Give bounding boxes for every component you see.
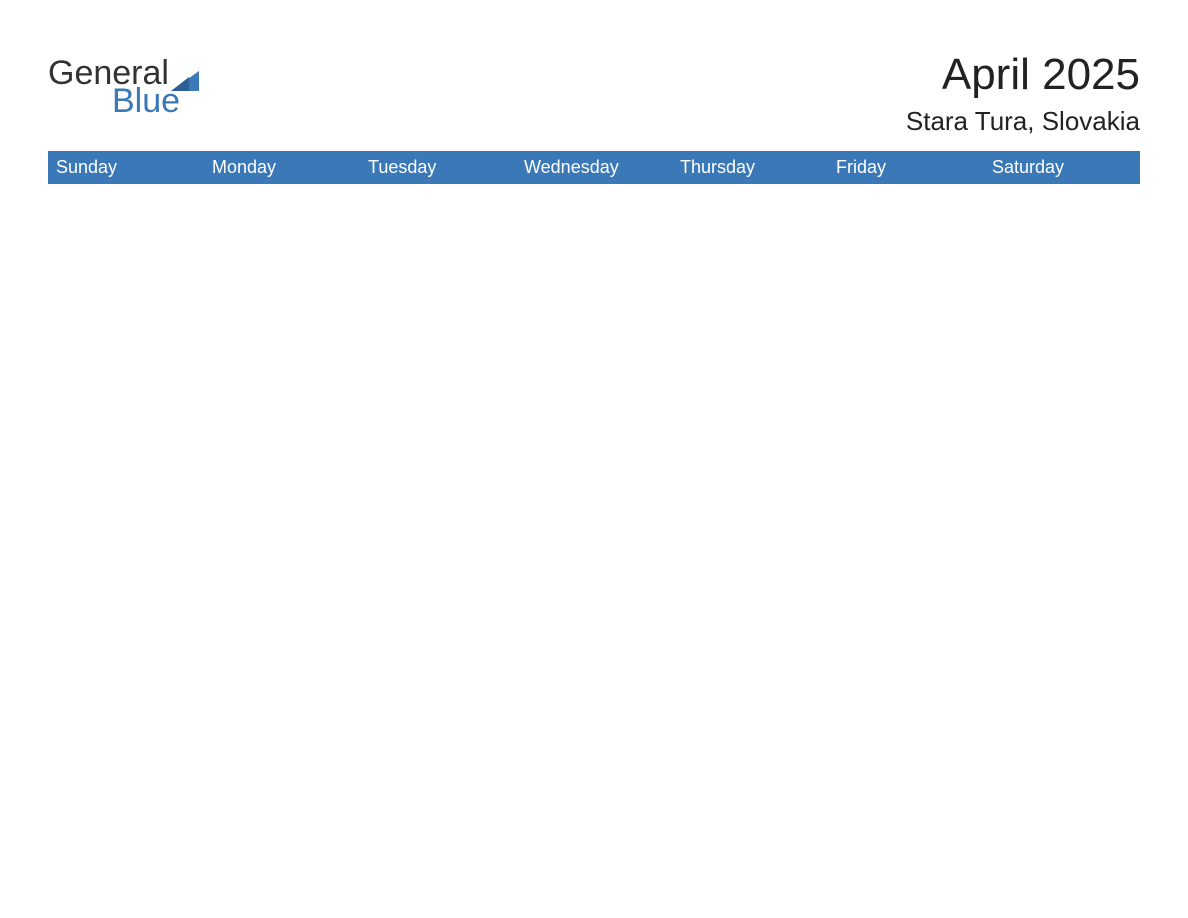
title-block: April 2025 Stara Tura, Slovakia <box>906 50 1140 145</box>
day-header: Wednesday <box>516 151 672 184</box>
day-header: Monday <box>204 151 360 184</box>
calendar-table: Sunday Monday Tuesday Wednesday Thursday… <box>48 151 1140 184</box>
day-header: Friday <box>828 151 984 184</box>
location-line: Stara Tura, Slovakia <box>906 106 1140 137</box>
page-header: General Blue April 2025 Stara Tura, Slov… <box>48 50 1140 145</box>
day-header: Saturday <box>984 151 1140 184</box>
day-header: Sunday <box>48 151 204 184</box>
day-header: Tuesday <box>360 151 516 184</box>
logo: General Blue <box>48 50 199 118</box>
flag-icon <box>171 63 199 83</box>
month-title: April 2025 <box>906 50 1140 100</box>
day-header-row: Sunday Monday Tuesday Wednesday Thursday… <box>48 151 1140 184</box>
logo-word-blue: Blue <box>48 84 199 118</box>
day-header: Thursday <box>672 151 828 184</box>
